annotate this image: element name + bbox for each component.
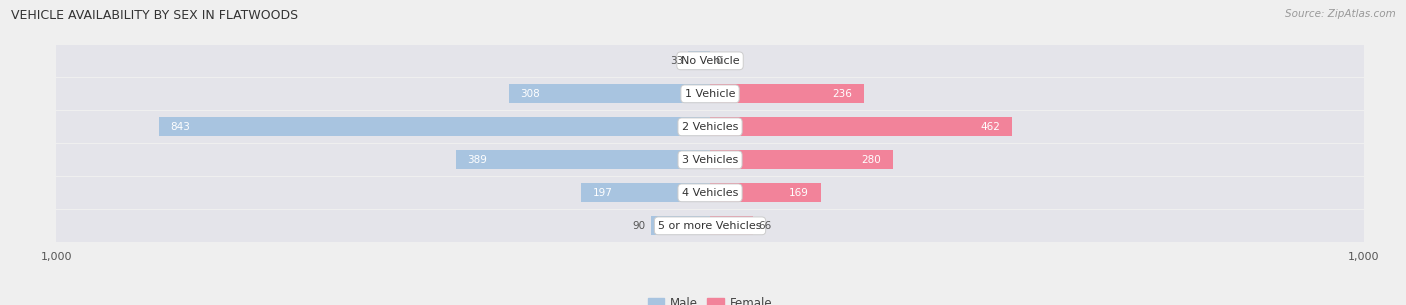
Bar [651,216,710,235]
Text: 843: 843 [170,122,191,132]
Bar [710,84,865,103]
Bar [581,183,710,203]
Bar [710,183,821,203]
Bar [509,84,710,103]
Legend: Male, Female: Male, Female [643,292,778,305]
Text: 197: 197 [593,188,613,198]
Bar [56,210,1364,242]
Text: Source: ZipAtlas.com: Source: ZipAtlas.com [1285,9,1396,19]
Text: 169: 169 [789,188,808,198]
Bar [710,150,893,169]
Text: 308: 308 [520,89,540,99]
Text: 389: 389 [467,155,488,165]
Bar [689,51,710,70]
Bar [56,111,1364,143]
Text: 90: 90 [633,221,645,231]
Bar [56,177,1364,209]
Text: 66: 66 [758,221,772,231]
Text: 280: 280 [862,155,882,165]
Bar [56,45,1364,77]
Text: 2 Vehicles: 2 Vehicles [682,122,738,132]
Bar [56,78,1364,109]
Bar [710,216,754,235]
Text: 0: 0 [716,56,721,66]
Text: 33: 33 [671,56,683,66]
Text: 1 Vehicle: 1 Vehicle [685,89,735,99]
Text: No Vehicle: No Vehicle [681,56,740,66]
Text: 5 or more Vehicles: 5 or more Vehicles [658,221,762,231]
Bar [456,150,710,169]
Text: 462: 462 [980,122,1000,132]
Text: 3 Vehicles: 3 Vehicles [682,155,738,165]
Bar [159,117,710,136]
Bar [710,117,1012,136]
Text: 4 Vehicles: 4 Vehicles [682,188,738,198]
Text: VEHICLE AVAILABILITY BY SEX IN FLATWOODS: VEHICLE AVAILABILITY BY SEX IN FLATWOODS [11,9,298,22]
Text: 236: 236 [832,89,852,99]
Bar [56,144,1364,176]
